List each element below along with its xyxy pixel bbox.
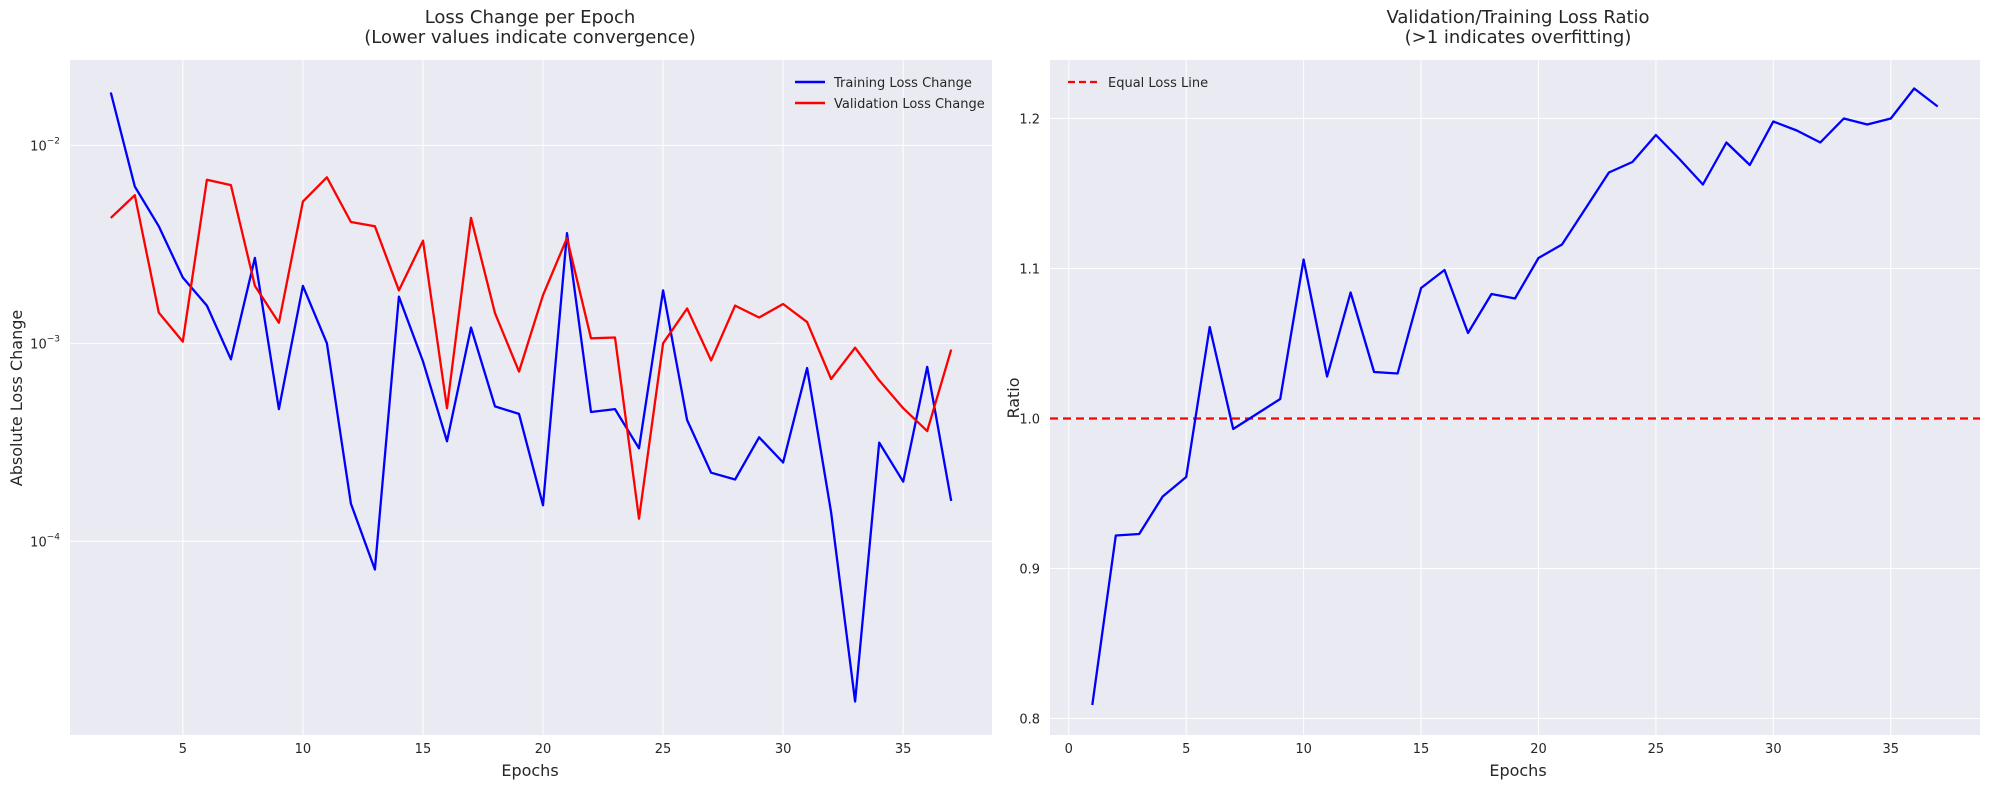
chart-subtitle: (Lower values indicate convergence) (364, 27, 696, 48)
legend-label-training: Training Loss Change (833, 76, 972, 91)
y-axis-label: Absolute Loss Change (7, 310, 26, 486)
y-tick-label: 10−3 (30, 334, 60, 352)
x-tick-label: 10 (295, 742, 312, 757)
chart-title: Validation/Training Loss Ratio (1386, 7, 1649, 28)
y-tick-label: 10−2 (30, 136, 60, 154)
y-tick-label: 1.0 (1019, 413, 1040, 428)
x-tick-label: 5 (1182, 742, 1190, 757)
chart-subtitle: (>1 indicates overfitting) (1405, 27, 1632, 48)
series-line-1 (110, 176, 953, 520)
x-tick-label: 10 (1295, 742, 1312, 757)
legend: Equal Loss Line (1068, 76, 1208, 91)
x-tick-label: 15 (415, 742, 432, 757)
x-tick-label: 15 (1413, 742, 1430, 757)
y-tick-label: 0.8 (1019, 713, 1040, 728)
x-tick-label: 25 (655, 742, 672, 757)
tick-labels: 0 5 10 15 20 25 30 35 0.8 0.9 1.0 1.1 1.2 (1019, 113, 1899, 758)
x-tick-label: 25 (1648, 742, 1665, 757)
y-tick-label: 1.1 (1019, 263, 1040, 278)
x-tick-label: 20 (535, 742, 552, 757)
legend-label-validation: Validation Loss Change (834, 97, 985, 112)
series-lines (1050, 87, 1980, 706)
chart-title: Loss Change per Epoch (425, 7, 636, 28)
x-tick-label: 5 (179, 742, 187, 757)
series-line-0 (109, 92, 953, 703)
x-tick-label: 35 (1882, 742, 1899, 757)
x-tick-label: 20 (1530, 742, 1547, 757)
y-axis-label: Ratio (1004, 377, 1023, 418)
tick-labels: 5 10 15 20 25 30 35 10−2 10−3 10−4 (30, 136, 911, 757)
legend: Training Loss Change Validation Loss Cha… (795, 76, 985, 112)
plot-area (1050, 60, 1980, 735)
legend-label-equal-loss: Equal Loss Line (1108, 76, 1208, 91)
series-lines (109, 92, 953, 703)
x-tick-label: 30 (1765, 742, 1782, 757)
y-tick-label: 10−4 (30, 532, 60, 550)
x-axis-label: Epochs (501, 761, 558, 780)
loss-change-panel: Loss Change per Epoch (Lower values indi… (7, 7, 992, 780)
gridlines (70, 60, 992, 735)
series-line-0 (1091, 87, 1939, 706)
y-tick-label: 1.2 (1019, 113, 1040, 128)
plot-area (70, 60, 992, 735)
x-tick-label: 35 (895, 742, 912, 757)
x-tick-label: 0 (1065, 742, 1073, 757)
x-tick-label: 30 (775, 742, 792, 757)
y-tick-label: 0.9 (1019, 563, 1040, 578)
x-axis-label: Epochs (1489, 761, 1546, 780)
loss-ratio-panel: Validation/Training Loss Ratio (>1 indic… (1004, 7, 1980, 780)
